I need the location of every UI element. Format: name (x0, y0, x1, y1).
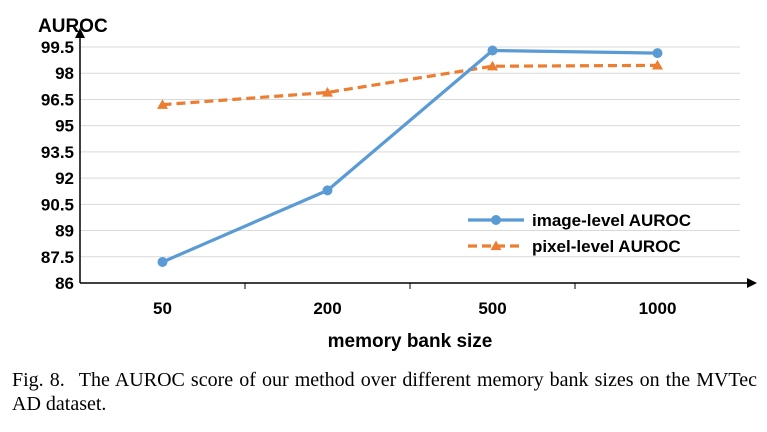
line-chart: 86 87.5 89 90.5 92 93.5 95 96.5 98 99.5 50 200 500 1… (38, 16, 757, 352)
data-point (157, 257, 168, 268)
caption-text: The AUROC score of our method over diffe… (12, 369, 757, 415)
series-line (161, 48, 658, 264)
axes (75, 28, 757, 289)
y-tick-label: 92 (55, 169, 74, 188)
gridlines (80, 46, 740, 258)
x-tick-label: 200 (313, 299, 341, 318)
data-point (322, 185, 333, 196)
y-tick-label: 89 (55, 222, 74, 241)
legend-item: image-level AUROC (468, 211, 691, 230)
series-pixel-level (157, 59, 663, 109)
y-tick-label: 86 (55, 274, 74, 293)
legend-marker (490, 240, 502, 251)
x-tick-labels: 50 200 500 1000 (153, 299, 676, 318)
data-point (652, 59, 663, 70)
y-tick-label: 99.5 (41, 38, 74, 57)
series-line (162, 63, 658, 107)
y-axis-title: AUROC (38, 16, 108, 37)
legend-marker (491, 215, 501, 225)
chart-canvas: 86 87.5 89 90.5 92 93.5 95 96.5 98 99.5 50 200 500 1… (38, 16, 757, 352)
figure-caption: Fig. 8. The AUROC score of our method ove… (12, 368, 757, 416)
legend: image-level AUROC pixel-level AUROC (468, 211, 691, 256)
y-tick-label: 93.5 (41, 143, 74, 162)
legend-label: pixel-level AUROC (532, 237, 681, 256)
data-point (487, 45, 498, 56)
data-series (157, 45, 663, 268)
data-point (652, 48, 663, 59)
y-tick-labels: 86 87.5 89 90.5 92 93.5 95 96.5 98 99.5 (41, 38, 74, 293)
x-axis-title: memory bank size (328, 331, 493, 352)
x-tick-label: 500 (478, 299, 506, 318)
y-tick-label: 87.5 (41, 248, 74, 267)
x-tick-label: 50 (153, 299, 172, 318)
legend-item: pixel-level AUROC (468, 237, 681, 256)
y-tick-label: 98 (55, 64, 74, 83)
data-point (487, 60, 498, 71)
legend-label: image-level AUROC (532, 211, 691, 230)
y-tick-label: 96.5 (41, 90, 74, 109)
data-point (322, 86, 333, 97)
y-tick-label: 90.5 (41, 195, 74, 214)
figure-number: Fig. 8. (12, 369, 65, 391)
data-point (157, 99, 168, 109)
y-tick-label: 95 (55, 117, 74, 136)
x-tick-label: 1000 (639, 299, 677, 318)
series-image-level (157, 45, 663, 268)
